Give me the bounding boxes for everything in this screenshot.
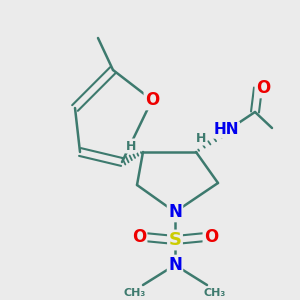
Text: H: H [196, 131, 206, 145]
Text: O: O [145, 91, 159, 109]
Text: S: S [169, 231, 182, 249]
Text: N: N [168, 256, 182, 274]
Text: N: N [168, 203, 182, 221]
Text: HN: HN [213, 122, 239, 137]
Text: CH₃: CH₃ [204, 288, 226, 298]
Text: O: O [256, 79, 270, 97]
Text: O: O [132, 228, 146, 246]
Text: CH₃: CH₃ [124, 288, 146, 298]
Text: H: H [126, 140, 136, 152]
Text: O: O [204, 228, 218, 246]
